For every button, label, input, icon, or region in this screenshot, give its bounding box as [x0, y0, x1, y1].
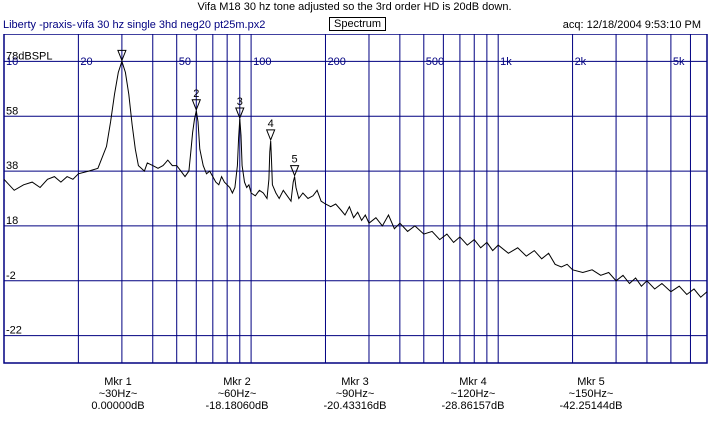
marker-readout-3: Mkr 3 ~90Hz~ -20.43316dB — [295, 376, 415, 412]
marker-readout-1: Mkr 1 ~30Hz~ 0.00000dB — [58, 376, 178, 412]
x-tick-label: 200 — [327, 56, 345, 68]
marker-triangle-5 — [289, 165, 300, 177]
x-tick-label: 100 — [253, 56, 271, 68]
x-tick-label: 5k — [673, 56, 685, 68]
marker-readout-5: Mkr 5 ~150Hz~ -42.25144dB — [531, 376, 651, 412]
x-tick-label: 50 — [179, 56, 191, 68]
marker-triangle-1 — [117, 49, 127, 62]
x-tick-label: 20 — [80, 56, 92, 68]
marker-number-2: 2 — [193, 88, 199, 100]
marker-name: Mkr 1 — [104, 376, 132, 388]
acquisition-timestamp: acq: 12/18/2004 9:53:10 PM — [562, 19, 701, 31]
marker-name: Mkr 3 — [341, 376, 369, 388]
marker-readout-2: Mkr 2 ~60Hz~ -18.18060dB — [177, 376, 297, 412]
marker-frequency: ~60Hz~ — [217, 388, 257, 400]
spectrum-trace — [3, 59, 708, 298]
marker-frequency: ~30Hz~ — [98, 388, 138, 400]
marker-triangle-3 — [235, 107, 245, 120]
file-name: vifa 30 hz single 3hd neg20 pt25m.px2 — [77, 19, 266, 31]
plot-frame — [3, 34, 708, 364]
marker-frequency: ~90Hz~ — [335, 388, 375, 400]
marker-name: Mkr 2 — [223, 376, 251, 388]
app-name: Liberty -praxis- — [3, 19, 76, 31]
marker-value: -42.25144dB — [559, 400, 623, 412]
marker-value: -18.18060dB — [205, 400, 269, 412]
marker-name: Mkr 4 — [459, 376, 487, 388]
marker-number-4: 4 — [268, 118, 274, 130]
chart-title: Vifa M18 30 hz tone adjusted so the 3rd … — [197, 1, 512, 13]
marker-triangle-4 — [265, 129, 276, 142]
marker-readout-4: Mkr 4 ~120Hz~ -28.86157dB — [413, 376, 533, 412]
marker-frequency: ~150Hz~ — [568, 388, 614, 400]
x-tick-label: 1k — [500, 56, 512, 68]
y-tick-label: -22 — [6, 325, 22, 337]
marker-number-3: 3 — [237, 96, 243, 108]
marker-value: -20.43316dB — [323, 400, 387, 412]
x-tick-label: 10 — [6, 56, 18, 68]
spectrum-plot[interactable]: 10 20 50 100 200 500 1k 2k 5k 78dBSPL 58 38 18 -2 -22 2… — [0, 34, 709, 374]
y-tick-label: 78dBSPL — [6, 50, 52, 62]
x-tick-label: 500 — [426, 56, 444, 68]
marker-number-5: 5 — [292, 154, 298, 166]
y-tick-label: 58 — [6, 105, 18, 117]
x-tick-label: 2k — [575, 56, 587, 68]
y-tick-label: 18 — [6, 215, 18, 227]
y-tick-label: 38 — [6, 160, 18, 172]
marker-value: 0.00000dB — [91, 400, 145, 412]
spectrum-button[interactable]: Spectrum — [329, 17, 387, 31]
y-tick-label: -2 — [6, 270, 16, 282]
marker-frequency: ~120Hz~ — [450, 388, 496, 400]
marker-name: Mkr 5 — [577, 376, 605, 388]
marker-triangle-2 — [191, 99, 202, 112]
marker-value: -28.86157dB — [441, 400, 505, 412]
